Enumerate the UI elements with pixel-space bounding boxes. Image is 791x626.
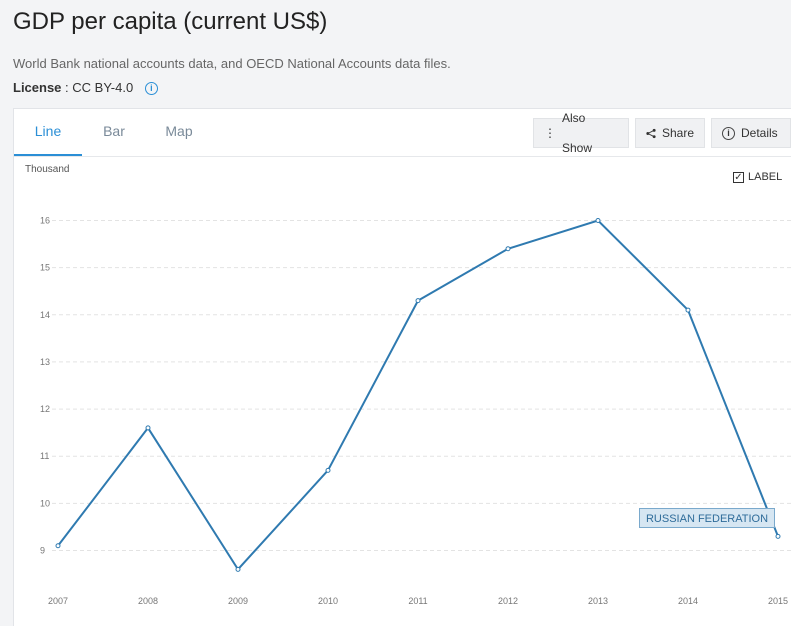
y-tick-label: 13 — [40, 357, 50, 367]
x-tick-label: 2007 — [48, 596, 68, 606]
license-value: : CC BY-4.0 — [65, 80, 134, 95]
data-point[interactable] — [415, 298, 421, 304]
x-tick-label: 2014 — [678, 596, 698, 606]
page-title: GDP per capita (current US$) — [13, 8, 328, 35]
share-button[interactable]: Share — [635, 118, 705, 148]
tabs-divider — [14, 156, 791, 157]
data-point[interactable] — [235, 566, 241, 572]
data-point[interactable] — [55, 543, 61, 549]
y-tick-label: 9 — [40, 546, 45, 556]
x-tick-label: 2011 — [408, 596, 427, 606]
y-tick-label: 15 — [40, 263, 50, 273]
x-tick-label: 2010 — [318, 596, 338, 606]
label-toggle[interactable]: ✓ LABEL — [733, 171, 782, 183]
label-toggle-text: LABEL — [748, 171, 783, 183]
y-tick-label: 16 — [40, 216, 50, 226]
share-label: Share — [661, 126, 694, 140]
data-point[interactable] — [685, 307, 691, 313]
y-tick-label: 11 — [40, 451, 49, 461]
also-show-button[interactable]: ⋮ Also Show — [533, 111, 629, 155]
license-line: License : CC BY-4.0 i — [13, 80, 158, 95]
y-axis-unit-label: Thousand — [25, 164, 70, 175]
y-tick-label: 12 — [40, 404, 50, 414]
chart-card: Line Bar Map ⋮ Also Show Share i Details… — [13, 108, 791, 626]
also-show-label: Also Show — [562, 111, 593, 155]
line-chart: 9 10 11 12 13 14 15 16 2007 2008 2009 2010 2011 2012 2… — [40, 216, 791, 606]
data-point[interactable] — [595, 218, 601, 223]
data-point[interactable] — [145, 425, 151, 431]
details-button[interactable]: i Details — [711, 118, 791, 148]
tab-map[interactable]: Map — [165, 123, 193, 139]
x-tick-label: 2008 — [138, 596, 158, 606]
x-tick-label: 2015 — [768, 596, 788, 606]
tab-bar[interactable]: Bar — [103, 123, 125, 139]
x-tick-label: 2009 — [228, 596, 248, 606]
source-text: World Bank national accounts data, and O… — [13, 56, 451, 71]
data-point[interactable] — [325, 467, 331, 473]
info-icon[interactable]: i — [144, 82, 158, 95]
x-tick-label: 2012 — [498, 596, 518, 606]
share-icon — [646, 128, 656, 138]
info-circle-icon: i — [722, 126, 735, 140]
details-label: Details — [741, 126, 778, 140]
x-tick-label: 2013 — [588, 596, 608, 606]
more-vertical-icon: ⋮ — [544, 126, 556, 140]
data-point[interactable] — [775, 533, 781, 539]
series-label: RUSSIAN FEDERATION — [639, 508, 775, 528]
y-tick-label: 10 — [40, 498, 50, 508]
license-label: License — [13, 80, 62, 95]
data-point[interactable] — [505, 246, 511, 252]
label-checkbox[interactable]: ✓ — [733, 171, 744, 183]
y-tick-label: 14 — [40, 310, 50, 320]
tab-line[interactable]: Line — [14, 109, 82, 156]
